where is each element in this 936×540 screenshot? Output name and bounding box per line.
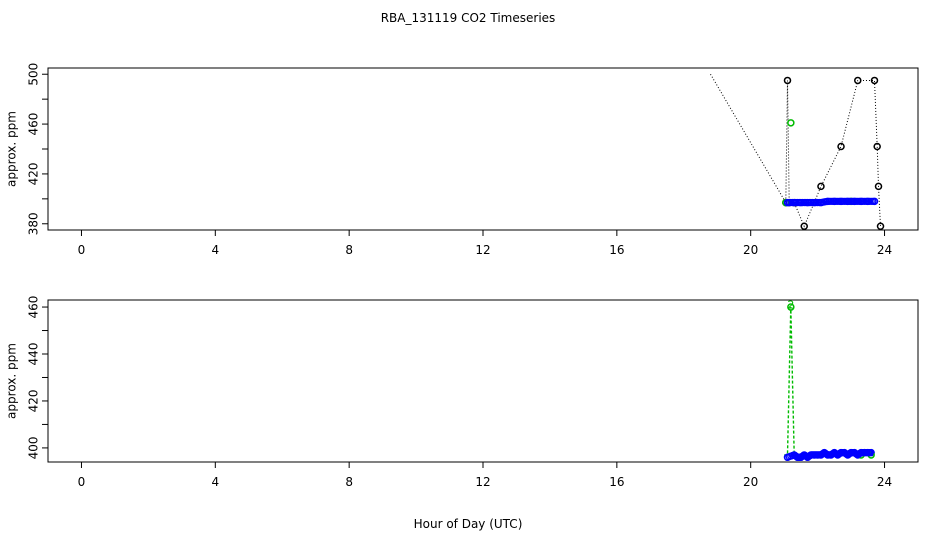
data-point bbox=[829, 197, 837, 205]
y-tick-label: 400 bbox=[27, 436, 41, 459]
data-layer bbox=[710, 73, 885, 230]
y-tick-label: 380 bbox=[27, 212, 41, 235]
data-point bbox=[788, 198, 797, 207]
data-point bbox=[835, 197, 844, 205]
data-point bbox=[795, 198, 803, 207]
x-tick-label: 4 bbox=[211, 243, 219, 257]
y-tick-label: 420 bbox=[27, 162, 41, 185]
y-axis-label: approx. ppm bbox=[5, 343, 19, 419]
data-point bbox=[817, 182, 825, 191]
x-tick-label: 8 bbox=[345, 475, 353, 489]
data-point bbox=[802, 198, 810, 207]
series-line bbox=[784, 306, 875, 456]
data-point bbox=[855, 197, 864, 205]
data-point bbox=[854, 76, 862, 85]
data-point bbox=[822, 197, 830, 206]
panel-top: 0 4 8 12 16 20 24 380 420 460 500 approx. ppm bbox=[5, 63, 919, 257]
data-point bbox=[787, 119, 795, 127]
data-point bbox=[783, 76, 792, 85]
data-point bbox=[815, 198, 823, 207]
panel-bottom: 0 4 8 12 16 20 24 400 420 440 460 approx. ppm 2 bbox=[5, 296, 919, 489]
x-tick-label: 8 bbox=[345, 243, 353, 257]
x-tick-label: 12 bbox=[475, 243, 490, 257]
data-point bbox=[849, 197, 857, 205]
x-tick-label: 0 bbox=[78, 243, 86, 257]
x-tick-label: 16 bbox=[609, 475, 624, 489]
data-layer bbox=[783, 303, 875, 462]
data-point bbox=[862, 197, 870, 205]
data-point bbox=[842, 197, 850, 205]
series-line bbox=[710, 73, 881, 228]
data-point bbox=[869, 197, 877, 205]
y-tick-label: 420 bbox=[27, 390, 41, 413]
data-point bbox=[837, 142, 845, 151]
data-point bbox=[876, 222, 885, 230]
x-tick-label: 24 bbox=[877, 243, 892, 257]
data-point bbox=[873, 142, 881, 151]
data-point bbox=[808, 198, 817, 207]
x-axis-label: Hour of Day (UTC) bbox=[414, 517, 523, 531]
y-tick-label: 460 bbox=[27, 113, 41, 136]
y-tick-label: 440 bbox=[27, 343, 41, 366]
data-point bbox=[866, 448, 874, 457]
data-point bbox=[800, 222, 808, 230]
x-tick-label: 12 bbox=[475, 475, 490, 489]
x-tick-label: 4 bbox=[211, 475, 219, 489]
y-tick-label: 500 bbox=[27, 63, 41, 86]
x-tick-label: 16 bbox=[609, 243, 624, 257]
point-label: 2 bbox=[787, 299, 794, 312]
y-tick-label: 460 bbox=[27, 296, 41, 319]
x-tick-label: 24 bbox=[877, 475, 892, 489]
figure-title: RBA_131119 CO2 Timeseries bbox=[381, 11, 556, 25]
data-point bbox=[874, 182, 883, 191]
y-axis-label: approx. ppm bbox=[5, 111, 19, 187]
x-tick-label: 0 bbox=[78, 475, 86, 489]
x-tick-label: 20 bbox=[743, 475, 758, 489]
x-tick-label: 20 bbox=[743, 243, 758, 257]
data-point bbox=[870, 76, 879, 85]
data-point bbox=[787, 303, 795, 311]
